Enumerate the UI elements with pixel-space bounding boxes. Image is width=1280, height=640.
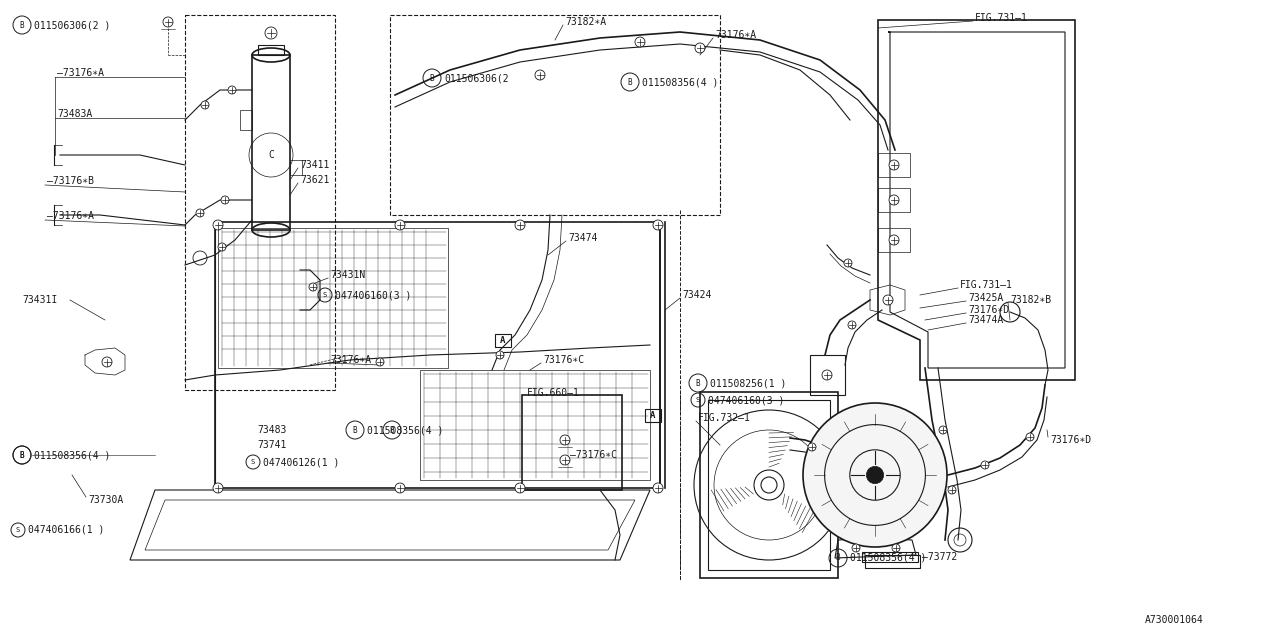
Text: 73474A: 73474A bbox=[968, 315, 1004, 325]
Text: 73176∗A: 73176∗A bbox=[330, 355, 371, 365]
Circle shape bbox=[308, 283, 317, 291]
Circle shape bbox=[653, 483, 663, 493]
Circle shape bbox=[376, 358, 384, 366]
Text: 73483: 73483 bbox=[257, 425, 287, 435]
Text: 73431I: 73431I bbox=[22, 295, 58, 305]
Text: A: A bbox=[650, 410, 655, 419]
Text: FIG.732–1: FIG.732–1 bbox=[698, 413, 751, 423]
Circle shape bbox=[196, 209, 204, 217]
Text: 011508356(4 ): 011508356(4 ) bbox=[35, 450, 110, 460]
Circle shape bbox=[561, 455, 570, 465]
Text: A730001064: A730001064 bbox=[1146, 615, 1203, 625]
Text: FIG.660–1: FIG.660–1 bbox=[527, 388, 580, 398]
Circle shape bbox=[515, 220, 525, 230]
Text: 73431N: 73431N bbox=[330, 270, 365, 280]
Circle shape bbox=[852, 544, 860, 552]
Circle shape bbox=[883, 295, 893, 305]
Text: 73741: 73741 bbox=[257, 440, 287, 450]
Circle shape bbox=[890, 160, 899, 170]
Circle shape bbox=[695, 43, 705, 53]
Text: 047406126(1 ): 047406126(1 ) bbox=[262, 457, 339, 467]
Text: 011506306(2: 011506306(2 bbox=[444, 73, 508, 83]
Text: —73176∗C: —73176∗C bbox=[570, 450, 617, 460]
Circle shape bbox=[849, 321, 856, 329]
Circle shape bbox=[212, 483, 223, 493]
Circle shape bbox=[221, 196, 229, 204]
Circle shape bbox=[163, 17, 173, 27]
Text: C: C bbox=[268, 150, 274, 160]
Text: 047406166(1 ): 047406166(1 ) bbox=[28, 525, 105, 535]
Circle shape bbox=[980, 461, 989, 469]
Text: 73424: 73424 bbox=[682, 290, 712, 300]
Text: B: B bbox=[836, 554, 840, 563]
Text: A: A bbox=[500, 335, 506, 344]
Text: FIG.731–1: FIG.731–1 bbox=[975, 13, 1028, 23]
Text: S: S bbox=[323, 292, 328, 298]
Bar bbox=[495, 333, 511, 346]
Text: 73176∗C: 73176∗C bbox=[543, 355, 584, 365]
Circle shape bbox=[1027, 433, 1034, 441]
Circle shape bbox=[218, 243, 227, 251]
Text: B: B bbox=[19, 451, 24, 460]
Text: 73425A: 73425A bbox=[968, 293, 1004, 303]
Text: 73182∗B: 73182∗B bbox=[1010, 295, 1051, 305]
Circle shape bbox=[892, 544, 900, 552]
Text: 73730A: 73730A bbox=[88, 495, 123, 505]
Text: —73176∗A: —73176∗A bbox=[47, 211, 93, 221]
Circle shape bbox=[396, 483, 404, 493]
Circle shape bbox=[803, 403, 947, 547]
Text: 73176∗D: 73176∗D bbox=[1050, 435, 1091, 445]
Circle shape bbox=[497, 351, 504, 359]
Text: 011508356(4 ): 011508356(4 ) bbox=[367, 425, 443, 435]
Text: 011508356(4 ): 011508356(4 ) bbox=[643, 77, 718, 87]
Circle shape bbox=[228, 86, 236, 94]
Text: B: B bbox=[430, 74, 434, 83]
Circle shape bbox=[890, 195, 899, 205]
Text: FIG.731–1: FIG.731–1 bbox=[960, 280, 1012, 290]
Circle shape bbox=[808, 443, 817, 451]
Text: B: B bbox=[696, 378, 700, 387]
Circle shape bbox=[102, 357, 113, 367]
Circle shape bbox=[212, 220, 223, 230]
Circle shape bbox=[265, 27, 276, 39]
Text: 73483A: 73483A bbox=[58, 109, 92, 119]
Bar bbox=[645, 408, 660, 422]
Text: —73176∗A: —73176∗A bbox=[58, 68, 104, 78]
Text: 011508256(1 ): 011508256(1 ) bbox=[710, 378, 786, 388]
Text: B: B bbox=[19, 20, 24, 29]
Text: —73772: —73772 bbox=[922, 552, 957, 562]
Circle shape bbox=[822, 370, 832, 380]
Text: 047406160(3 ): 047406160(3 ) bbox=[335, 290, 411, 300]
Circle shape bbox=[201, 101, 209, 109]
Text: —73176∗B: —73176∗B bbox=[47, 176, 93, 186]
Text: 73474: 73474 bbox=[568, 233, 598, 243]
Circle shape bbox=[948, 486, 956, 494]
Text: B: B bbox=[627, 77, 632, 86]
Circle shape bbox=[535, 70, 545, 80]
Circle shape bbox=[396, 220, 404, 230]
Circle shape bbox=[561, 435, 570, 445]
Text: B: B bbox=[353, 426, 357, 435]
Text: 73176∗D: 73176∗D bbox=[968, 305, 1009, 315]
Circle shape bbox=[762, 477, 777, 493]
Text: 73621: 73621 bbox=[300, 175, 329, 185]
Text: S: S bbox=[251, 459, 255, 465]
Text: 73176∗A: 73176∗A bbox=[716, 30, 756, 40]
Text: 73182∗A: 73182∗A bbox=[564, 17, 607, 27]
Text: B: B bbox=[19, 451, 24, 460]
Circle shape bbox=[867, 467, 883, 484]
Circle shape bbox=[653, 220, 663, 230]
Text: B: B bbox=[389, 426, 394, 435]
Text: 73411: 73411 bbox=[300, 160, 329, 170]
Circle shape bbox=[844, 259, 852, 267]
Circle shape bbox=[515, 483, 525, 493]
Circle shape bbox=[890, 235, 899, 245]
Text: 011506306(2 ): 011506306(2 ) bbox=[35, 20, 110, 30]
Text: S: S bbox=[15, 527, 20, 533]
Text: S: S bbox=[696, 397, 700, 403]
Text: 011508356(4 ): 011508356(4 ) bbox=[850, 553, 927, 563]
Circle shape bbox=[635, 37, 645, 47]
Circle shape bbox=[940, 426, 947, 434]
Text: 047406160(3 ): 047406160(3 ) bbox=[708, 395, 785, 405]
